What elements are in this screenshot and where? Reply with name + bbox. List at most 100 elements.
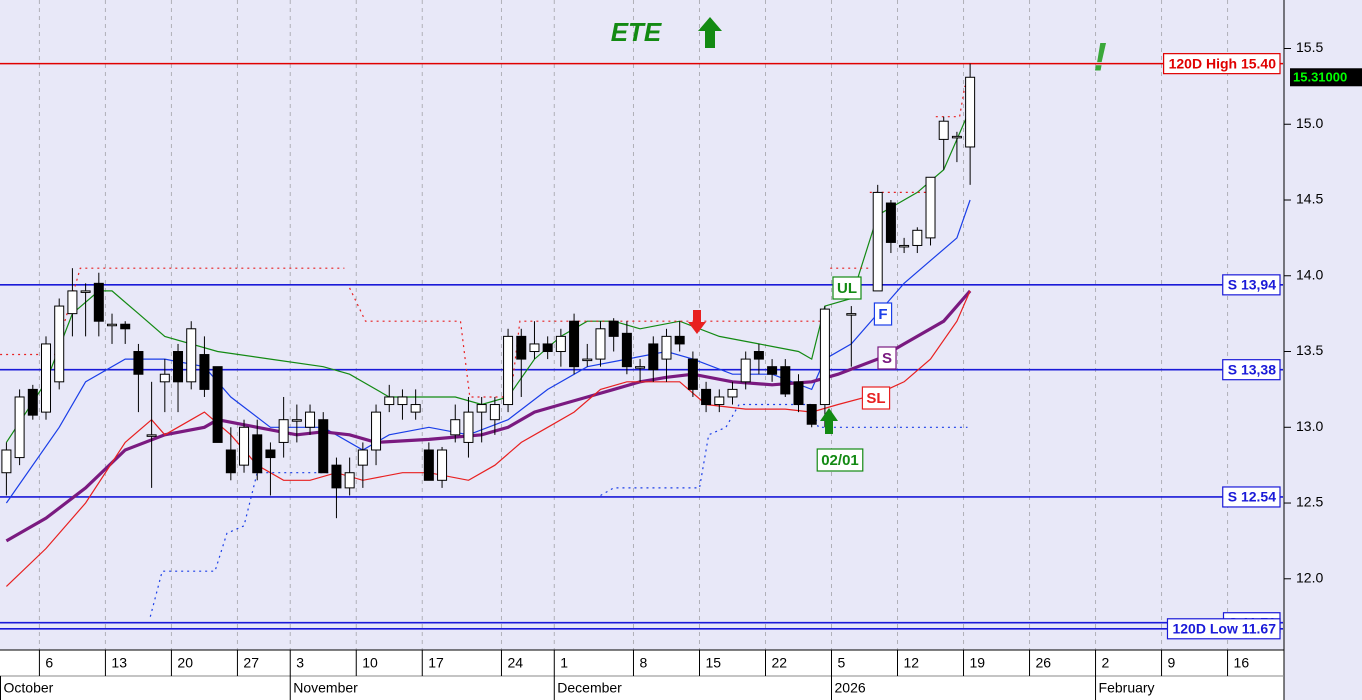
candle-body xyxy=(344,472,355,489)
candle-body xyxy=(503,335,514,406)
candle-body xyxy=(54,305,65,383)
candle-body xyxy=(529,343,540,353)
candle-body xyxy=(872,191,883,292)
candle-body xyxy=(582,358,593,362)
chart-title: ETE xyxy=(611,17,662,47)
month-label: November xyxy=(293,680,358,696)
candle-body xyxy=(199,354,210,390)
candle-body xyxy=(14,396,25,459)
level-label: S 12.54 xyxy=(1228,489,1276,505)
y-tick-label: 13.0 xyxy=(1296,418,1323,434)
candle-body xyxy=(133,351,144,375)
candle-body xyxy=(635,366,646,369)
candle-body xyxy=(463,411,474,443)
level-label-box xyxy=(1222,486,1281,508)
candle-body xyxy=(107,323,118,327)
x-tick-label: 17 xyxy=(428,655,444,671)
level-label-box xyxy=(1222,359,1281,381)
candle-body xyxy=(120,323,131,330)
level-label-box xyxy=(1163,53,1281,75)
candle-body xyxy=(186,328,197,383)
x-tick-label: 19 xyxy=(970,655,986,671)
candle-body xyxy=(80,290,91,293)
candle-body xyxy=(661,335,672,360)
x-tick-label: 13 xyxy=(111,655,127,671)
candle-body xyxy=(793,381,804,406)
up-arrow-icon xyxy=(820,408,838,434)
x-tick-label: 27 xyxy=(243,655,259,671)
candle-body xyxy=(225,449,236,474)
month-label: October xyxy=(4,680,54,696)
candle-body xyxy=(239,426,250,466)
candle-body xyxy=(27,388,38,416)
candle-body xyxy=(450,419,461,436)
annotation-box xyxy=(816,448,864,472)
candle-body xyxy=(753,351,764,360)
annotation-box xyxy=(861,386,891,410)
candle-body xyxy=(780,366,791,395)
up-arrow-icon xyxy=(698,17,722,48)
candle-body xyxy=(674,335,685,345)
annotation: SL xyxy=(866,390,885,407)
y-tick-label: 12.5 xyxy=(1296,494,1323,510)
candle-body xyxy=(41,343,52,413)
candle-body xyxy=(806,404,817,425)
annotation: 02/01 xyxy=(821,452,859,469)
y-tick-label: 14.0 xyxy=(1296,266,1323,282)
candle-body xyxy=(318,419,329,474)
candle-body xyxy=(278,419,289,443)
candle-body xyxy=(410,404,421,413)
last-price-box xyxy=(1290,68,1362,87)
candle-body xyxy=(252,434,263,474)
candle-body xyxy=(146,434,157,437)
x-tick-label: 6 xyxy=(45,655,53,671)
y-tick-label: 15.5 xyxy=(1296,39,1323,55)
x-tick-label: 15 xyxy=(705,655,721,671)
x-tick-label: 12 xyxy=(904,655,920,671)
y-tick-label: 15.0 xyxy=(1296,115,1323,131)
x-tick-label: 5 xyxy=(838,655,846,671)
x-tick-label: 10 xyxy=(362,655,378,671)
axis-background xyxy=(1284,0,1362,700)
candle-body xyxy=(912,229,923,246)
candle-body xyxy=(687,358,698,390)
candle-body xyxy=(384,396,395,406)
plot-background xyxy=(0,0,1284,650)
level-label: S 13,94 xyxy=(1228,277,1276,293)
candle-body xyxy=(1,449,12,474)
candle-body xyxy=(714,396,725,406)
annotation-box xyxy=(877,346,897,370)
candle-body xyxy=(899,244,910,248)
x-tick-label: 24 xyxy=(507,655,523,671)
annotation: UL xyxy=(837,280,857,297)
candle-body xyxy=(938,120,949,140)
candle-body xyxy=(67,290,78,315)
x-tick-label: 16 xyxy=(1234,655,1250,671)
candle-body xyxy=(489,404,500,421)
candle-body xyxy=(595,328,606,360)
candle-body xyxy=(437,449,448,481)
overlay: ETE ! UL F S SL 02/01 xyxy=(611,17,1107,472)
x-tick-label: 8 xyxy=(639,655,647,671)
candle-body xyxy=(212,366,223,443)
y-tick-label: 13.5 xyxy=(1296,342,1323,358)
candle-body xyxy=(951,135,962,139)
candle-body xyxy=(701,388,712,406)
x-tick-label: 1 xyxy=(560,655,568,671)
candle-body xyxy=(925,176,936,239)
level-label: 120D High 15.40 xyxy=(1169,55,1277,71)
candle-body xyxy=(265,449,276,459)
candle-body xyxy=(621,332,632,368)
level-label-box xyxy=(1166,618,1281,640)
candle-body xyxy=(885,202,896,243)
candle-body xyxy=(291,419,302,422)
candle-body xyxy=(569,320,580,368)
candle-body xyxy=(93,282,104,322)
y-tick-label: 14.5 xyxy=(1296,191,1323,207)
candle-body xyxy=(476,404,487,413)
candle-body xyxy=(819,308,830,406)
stop-line xyxy=(0,85,971,398)
candle-body xyxy=(542,343,553,353)
annotation: F xyxy=(878,306,887,323)
